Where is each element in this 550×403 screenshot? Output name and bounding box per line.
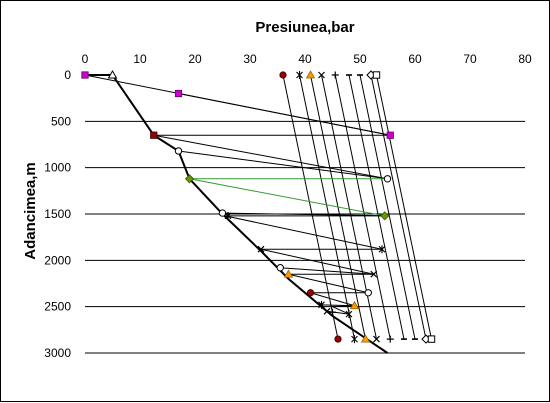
x-tick-label-10: 10 [133, 52, 147, 66]
zigzag-segment-15 [288, 273, 369, 294]
curve-marker-9 [283, 269, 294, 278]
gradient-line-6 [348, 74, 405, 340]
gridlines [85, 120, 525, 354]
end-marker-10 [345, 310, 353, 319]
gradient-line-bottom-marker-4 [373, 335, 380, 343]
gradient-line-top-marker-2 [296, 71, 303, 79]
x-tick-label-60: 60 [408, 52, 422, 66]
curve-marker-7 [257, 245, 265, 253]
gradient-line-top-marker-4 [318, 71, 325, 79]
curve-marker-4 [184, 174, 195, 184]
zigzag-segment-19 [332, 305, 355, 308]
curve-marker-13 [329, 308, 336, 316]
end-marker-5 [380, 211, 390, 221]
end-marker-7 [370, 270, 378, 278]
gradient-line-top-marker-1 [279, 71, 287, 79]
gradient-line-top-marker-3 [305, 70, 316, 79]
zigzag-segment-12 [260, 248, 374, 275]
curve-marker-6 [224, 211, 232, 220]
curve-marker-5 [218, 209, 227, 217]
pressure-curve [85, 74, 389, 354]
curve-marker-12 [323, 307, 331, 315]
zigzag-segment-7 [189, 178, 385, 217]
gradient-line-1 [282, 74, 339, 340]
y-axis-title: Adancimea,m [22, 162, 39, 260]
gradient-line-2 [299, 74, 355, 340]
x-axis-title: Presiunea,bar [255, 19, 354, 36]
gradient-line-bottom-marker-3 [360, 334, 371, 343]
curve-marker-2 [150, 131, 158, 139]
x-tick-label-40: 40 [298, 52, 312, 66]
gradient-line-9 [376, 74, 432, 340]
y-tick-label-500: 500 [51, 114, 71, 128]
zigzag-segment-13 [280, 267, 374, 275]
gradient-line-top-marker-5 [331, 71, 339, 79]
pressure-curve-line [85, 74, 389, 354]
zigzag-segment-17 [310, 292, 355, 307]
y-tick-label-2000: 2000 [44, 253, 71, 267]
x-tick-label-50: 50 [353, 52, 367, 66]
curve-marker-8 [276, 264, 284, 272]
gradient-line-bottom-marker-1 [334, 335, 342, 343]
curve-marker-10 [306, 289, 315, 297]
end-marker-9 [349, 300, 360, 310]
x-tick-label-30: 30 [243, 52, 257, 66]
end-marker-1 [81, 71, 89, 79]
y-tick-label-2500: 2500 [44, 300, 71, 314]
y-tick-label-0: 0 [64, 68, 71, 82]
gradient-line-8 [370, 74, 427, 340]
curve-marker-3 [174, 147, 183, 155]
zigzag-segment-20 [332, 306, 350, 315]
x-tick-label-0: 0 [82, 52, 89, 66]
gradient-line-bottom-marker-5 [386, 335, 394, 343]
gradient-line-5 [334, 74, 391, 340]
gradient-line-7 [359, 74, 416, 340]
gradient-line-bottom-marker-2 [351, 335, 358, 344]
zigzag-segment-5 [178, 150, 388, 180]
vertical-gradient-lines [282, 74, 432, 340]
markers [81, 69, 436, 344]
y-tick-label-1000: 1000 [44, 161, 71, 175]
x-tick-label-20: 20 [188, 52, 202, 66]
zigzag-segment-10 [225, 215, 383, 250]
y-tick-label-3000: 3000 [44, 346, 71, 360]
end-marker-2 [174, 89, 183, 98]
end-marker-3 [386, 131, 394, 139]
zigzag-segments [84, 74, 391, 315]
curve-marker-1 [107, 69, 118, 79]
x-tick-label-80: 80 [518, 52, 532, 66]
gradient-line-top-marker-9 [372, 71, 381, 79]
zigzag-segment-4 [153, 134, 388, 180]
gradient-line-bottom-marker-9 [427, 335, 436, 343]
y-tick-label-1500: 1500 [44, 207, 71, 221]
end-marker-8 [364, 289, 372, 297]
end-marker-4 [383, 175, 392, 183]
x-tick-label-70: 70 [463, 52, 477, 66]
zigzag-segment-2 [178, 93, 391, 136]
curve-marker-11 [318, 300, 325, 309]
end-marker-6 [378, 245, 386, 254]
axis-ticks: 0 500 1000 1500 2000 2500 3000 0 10 20 30 40 50 60 70 8… [44, 52, 532, 360]
